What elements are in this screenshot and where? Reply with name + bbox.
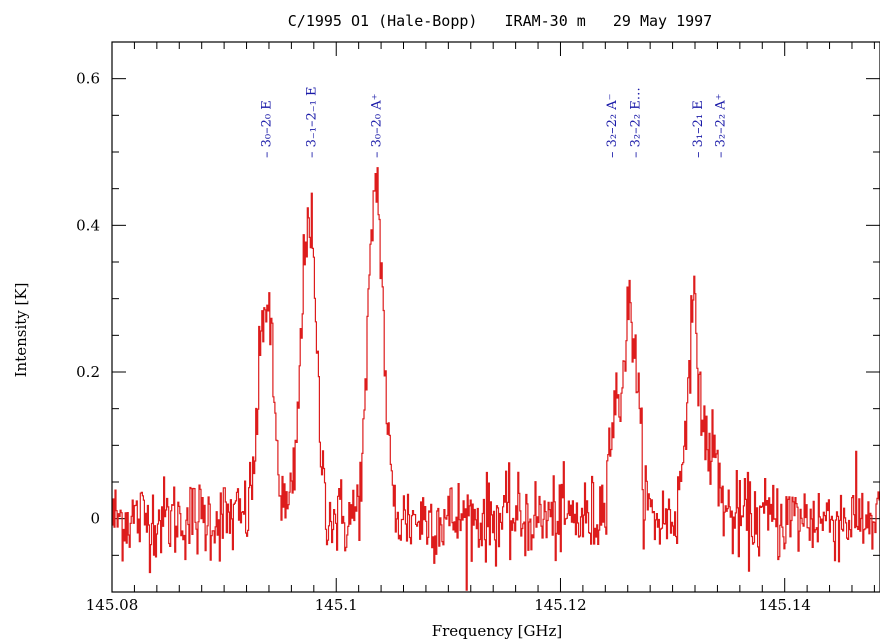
y-tick-label: 0.6 [76,70,100,88]
line-label: – 3₂–2₂ A⁺ [714,94,729,158]
x-axis-label: Frequency [GHz] [432,622,563,640]
chart-title: C/1995 O1 (Hale-Bopp) IRAM-30 m 29 May 1… [288,12,712,30]
x-axis-ticks: 145.08 145.1 145.12 145.14 [86,42,875,614]
y-axis-label: Intensity [K] [12,283,30,378]
y-axis-ticks: 0 0.2 0.4 0.6 [76,41,880,593]
line-label: – 3₀–2₀ E [260,100,275,158]
y-tick-label: 0 [90,510,100,528]
y-tick-label: 0.2 [76,363,100,381]
line-label: – 3₀–2₀ A⁺ [369,94,384,158]
line-label: – 3₂–2₂ E… [628,87,643,158]
x-tick-label: 145.1 [315,596,358,614]
line-label: – 3₋₁–2₋₁ E [304,87,319,158]
x-tick-label: 145.08 [86,596,139,614]
spectrum-series [112,167,880,591]
plot-frame [111,41,880,593]
x-tick-label: 145.14 [758,596,811,614]
line-label: – 3₁–2₁ E [691,100,706,158]
line-label: – 3₂–2₂ A⁻ [605,94,620,158]
spectrum-line [112,167,880,591]
x-tick-label: 145.12 [534,596,587,614]
line-labels: – 3₀–2₀ E – 3₋₁–2₋₁ E – 3₀–2₀ A⁺ – 3₂–2₂ A⁻… [260,87,729,158]
y-tick-label: 0.4 [76,216,100,234]
